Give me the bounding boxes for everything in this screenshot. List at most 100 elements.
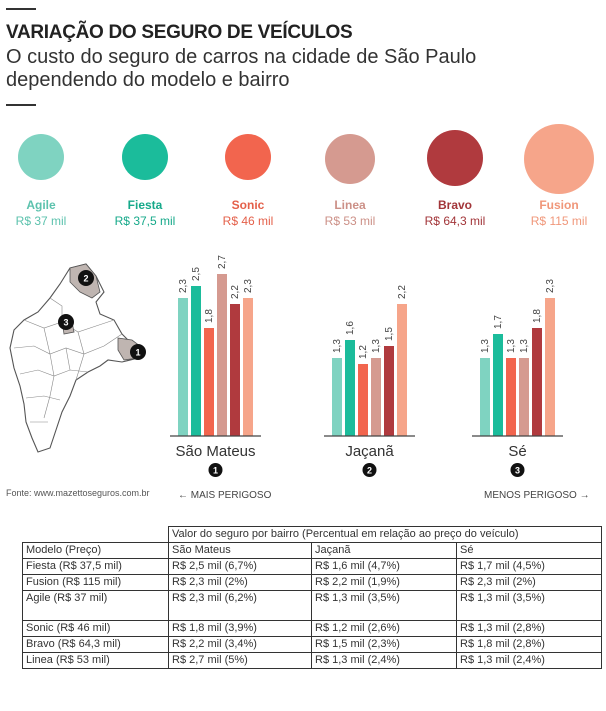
table-cell-value: R$ 2,3 mil (6,2%)	[168, 590, 312, 621]
source-note: Fonte: www.mazettoseguros.com.br	[6, 488, 150, 498]
legend-swatch-linea	[325, 134, 375, 184]
bar-value-label: 2,3	[178, 279, 189, 293]
bar-sonic-1	[204, 328, 214, 436]
table-caption: Valor do seguro por bairro (Percentual e…	[168, 526, 602, 543]
legend-price-linea: R$ 53 mil	[324, 214, 376, 228]
bar-sonic-3	[506, 358, 516, 436]
table-cell-model: Fiesta (R$ 37,5 mil)	[22, 558, 169, 575]
chart-subtitle: O custo do seguro de carros na cidade de…	[6, 46, 477, 91]
map-marker-3	[58, 314, 74, 330]
bar-value-label: 1,3	[519, 339, 530, 353]
map-marker-2	[78, 270, 94, 286]
category-number-marker	[362, 463, 377, 477]
category-number-label: 2	[367, 466, 372, 476]
table-cell-value: R$ 2,5 mil (6,7%)	[168, 558, 312, 575]
table-header: São Mateus	[168, 542, 312, 559]
legend-swatch-bravo	[427, 130, 483, 186]
bar-agile-3	[480, 358, 490, 436]
table-cell-model: Bravo (R$ 64,3 mil)	[22, 636, 169, 653]
table-cell-value: R$ 1,3 mil (2,4%)	[456, 652, 602, 669]
map-marker-1	[130, 344, 146, 360]
bar-fiesta-2	[345, 340, 355, 436]
category-label: Jaçanã	[345, 443, 394, 460]
table-row: Fiesta (R$ 37,5 mil) R$ 2,5 mil (6,7%) R$ …	[22, 558, 602, 575]
subtitle-rule	[6, 104, 36, 106]
bar-value-label: 1,6	[345, 321, 356, 335]
table-cell-value: R$ 1,3 mil (3,5%)	[456, 590, 602, 621]
bar-bravo-3	[532, 328, 542, 436]
table-cell-model: Linea (R$ 53 mil)	[22, 652, 169, 669]
table-cell-model: Fusion (R$ 115 mil)	[22, 574, 169, 591]
bar-linea-2	[371, 358, 381, 436]
table-cell-value: R$ 2,2 mil (3,4%)	[168, 636, 312, 653]
table-header: Sé	[456, 542, 602, 559]
legend-price-sonic: R$ 46 mil	[222, 214, 274, 228]
more-dangerous-annotation: ← MAIS PERIGOSO	[178, 490, 272, 501]
bar-value-label: 2,2	[397, 285, 408, 299]
category-label: São Mateus	[175, 443, 255, 460]
bar-agile-1	[178, 298, 188, 436]
table-caption-row: Valor do seguro por bairro (Percentual e…	[22, 526, 602, 543]
table-cell-value: R$ 1,8 mil (2,8%)	[456, 636, 602, 653]
bar-value-label: 1,3	[332, 339, 343, 353]
legend-name-linea: Linea	[334, 198, 366, 212]
bar-value-label: 2,5	[191, 267, 202, 281]
table-cell-value: R$ 1,3 mil (2,8%)	[456, 620, 602, 637]
bar-value-label: 1,3	[480, 339, 491, 353]
bar-fusion-3	[545, 298, 555, 436]
table-cell-value: R$ 1,6 mil (4,7%)	[311, 558, 457, 575]
table-row: Linea (R$ 53 mil) R$ 2,7 mil (5%) R$ 1,3 m…	[22, 652, 602, 669]
map-marker-1-label: 1	[135, 348, 140, 358]
legend-name-fiesta: Fiesta	[127, 198, 163, 212]
table-cell-value: R$ 1,5 mil (2,3%)	[311, 636, 457, 653]
table-cell-value: R$ 1,8 mil (3,9%)	[168, 620, 312, 637]
bar-value-label: 1,2	[358, 345, 369, 359]
bar-bravo-1	[230, 304, 240, 436]
legend-name-agile: Agile	[26, 198, 56, 212]
legend-price-fusion: R$ 115 mil	[530, 214, 588, 228]
table-row: Agile (R$ 37 mil) R$ 2,3 mil (6,2%) R$ 1,3…	[22, 590, 602, 621]
bar-value-label: 2,3	[545, 279, 556, 293]
table-header: Modelo (Preço)	[22, 542, 169, 559]
category-number-label: 3	[515, 466, 520, 476]
bar-fusion-1	[243, 298, 253, 436]
table-cell-value: R$ 2,3 mil (2%)	[168, 574, 312, 591]
table-cell-value: R$ 1,7 mil (4,5%)	[456, 558, 602, 575]
chart-title: VARIAÇÃO DO SEGURO DE VEÍCULOS	[6, 22, 353, 43]
table-cell-value: R$ 1,3 mil (3,5%)	[311, 590, 457, 621]
sao-paulo-map: 1 2 3	[9, 263, 146, 453]
table-cell-value: R$ 2,7 mil (5%)	[168, 652, 312, 669]
bar-sonic-2	[358, 364, 368, 436]
legend-price-fiesta: R$ 37,5 mil	[114, 214, 176, 228]
bar-bravo-2	[384, 346, 394, 436]
bar-linea-3	[519, 358, 529, 436]
map-marker-2-label: 2	[83, 274, 88, 284]
city-outline	[9, 263, 141, 453]
bar-value-label: 1,8	[532, 309, 543, 323]
category-number-marker	[510, 463, 525, 477]
legend-name-sonic: Sonic	[231, 198, 265, 212]
legend-price-bravo: R$ 64,3 mil	[424, 214, 486, 228]
bar-value-label: 2,7	[217, 255, 228, 269]
table-cell-value: R$ 2,3 mil (2%)	[456, 574, 602, 591]
less-dangerous-annotation: MENOS PERIGOSO →	[484, 490, 590, 501]
top-rule	[6, 8, 36, 10]
legend-swatch-fiesta	[122, 134, 168, 180]
bar-value-label: 1,3	[506, 339, 517, 353]
bar-value-label: 2,2	[230, 285, 241, 299]
table-cell-model: Agile (R$ 37 mil)	[22, 590, 169, 621]
bar-value-label: 1,8	[204, 309, 215, 323]
table-corner	[22, 526, 169, 543]
bar-value-label: 1,5	[384, 327, 395, 341]
table-row: Bravo (R$ 64,3 mil) R$ 2,2 mil (3,4%) R$ 1…	[22, 636, 602, 653]
legend-name-bravo: Bravo	[437, 198, 472, 212]
table-header: Jaçanã	[311, 542, 457, 559]
bar-agile-2	[332, 358, 342, 436]
bar-fiesta-3	[493, 334, 503, 436]
category-number-marker	[208, 463, 223, 477]
category-label: Sé	[508, 443, 526, 460]
bar-value-label: 2,3	[243, 279, 254, 293]
table-row: Fusion (R$ 115 mil) R$ 2,3 mil (2%) R$ 2,2…	[22, 574, 602, 591]
map-marker-3-label: 3	[63, 318, 68, 328]
legend-swatch-fusion	[524, 124, 594, 194]
